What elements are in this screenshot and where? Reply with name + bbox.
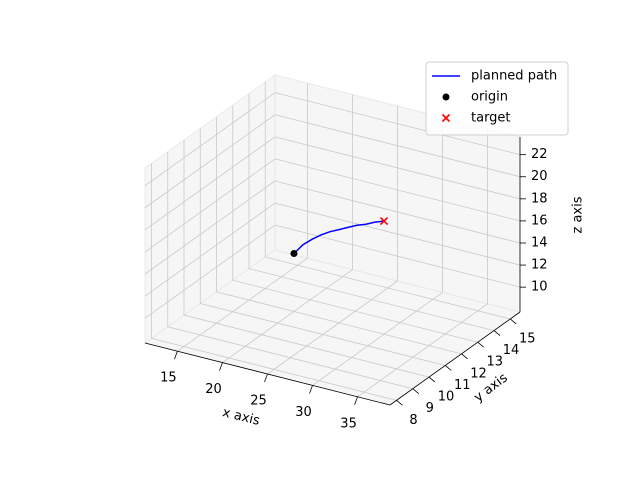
grid-line <box>200 303 446 366</box>
x-tick <box>309 385 313 394</box>
grid-line <box>267 280 398 375</box>
grid-line <box>151 337 397 401</box>
y-tick <box>396 400 403 406</box>
x-tick-label: 15 <box>160 371 177 386</box>
y-tick-label: 15 <box>519 331 536 346</box>
y-tick <box>428 376 436 383</box>
grid-line <box>144 114 276 209</box>
grid-line <box>274 224 521 288</box>
grid-line <box>312 292 443 386</box>
legend: planned path origin target <box>425 61 569 136</box>
grid-line <box>274 180 521 244</box>
legend-label: origin <box>471 90 508 105</box>
y-tick <box>412 388 420 395</box>
legend-box <box>425 61 569 136</box>
grid-line <box>248 268 495 331</box>
grid-line <box>274 158 521 222</box>
grid-line <box>274 136 521 200</box>
grid-line <box>357 303 488 398</box>
y-tick <box>477 341 485 348</box>
z-tick-label: 18 <box>531 191 548 206</box>
grid-line <box>167 326 413 390</box>
grid-line <box>144 136 276 231</box>
grid-line <box>144 180 276 275</box>
grid-line <box>222 269 353 363</box>
x-tick-label: 25 <box>250 394 267 409</box>
x-tick-label: 20 <box>205 382 222 397</box>
y-tick-label: 10 <box>438 390 455 405</box>
z-tick-label: 20 <box>531 169 548 184</box>
x-tick <box>219 362 223 371</box>
y-tick-label: 14 <box>503 343 520 358</box>
grid-line <box>274 202 521 266</box>
z-tick-label: 10 <box>531 280 548 295</box>
z-tick-label: 14 <box>531 235 548 250</box>
legend-label: planned path <box>471 69 557 84</box>
path-line <box>293 220 385 255</box>
grid-line <box>177 257 308 352</box>
grid-line <box>216 291 462 355</box>
x-tick <box>174 351 178 360</box>
marks <box>290 217 389 257</box>
grid-line <box>274 92 521 156</box>
y-tick-label: 13 <box>486 355 503 370</box>
grid-line <box>144 202 276 297</box>
point-marker <box>290 249 298 257</box>
z-tick-label: 12 <box>531 258 548 273</box>
point-marker <box>379 217 389 226</box>
grid-line <box>183 314 430 378</box>
y-tick-label: 11 <box>454 378 471 393</box>
legend-label: target <box>471 111 511 126</box>
y-tick <box>461 353 468 360</box>
grid-line <box>232 279 478 343</box>
z-tick-label: 16 <box>531 213 548 228</box>
y-tick <box>493 330 501 336</box>
x-tick <box>264 373 268 383</box>
y-tick <box>509 318 517 325</box>
y-tick-label: 12 <box>470 366 487 381</box>
y-axis-line <box>389 311 521 406</box>
grid-line <box>144 92 276 186</box>
point-marker <box>442 93 450 101</box>
x-tick-label: 35 <box>340 416 357 431</box>
grid-line <box>144 158 276 253</box>
x-tick <box>354 396 358 405</box>
z-axis-label: z axis <box>571 196 586 233</box>
grid-line <box>144 224 276 319</box>
y-tick-label: 8 <box>409 413 417 428</box>
y-tick <box>444 365 452 371</box>
grid <box>144 81 521 401</box>
z-tick-label: 22 <box>531 147 548 162</box>
y-tick-label: 9 <box>426 401 434 416</box>
grid-line <box>274 114 521 178</box>
point-marker <box>441 113 451 123</box>
x-tick-label: 30 <box>295 405 312 420</box>
grid-line <box>265 256 511 320</box>
